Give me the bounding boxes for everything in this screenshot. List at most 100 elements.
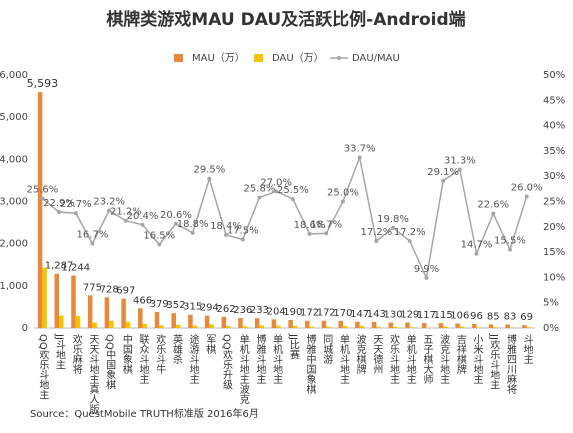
bar (405, 322, 410, 328)
bar-label: 147 (350, 309, 369, 320)
ratio-point (491, 211, 496, 216)
bar-label: 1,287 (45, 261, 74, 272)
x-tick-label: QQ欢乐斗地主 (37, 334, 49, 400)
y2-tick-label: 30% (543, 171, 565, 182)
bar (175, 324, 181, 328)
ratio-point (90, 241, 95, 246)
x-tick-label: 中国象棋 (120, 333, 132, 375)
bar-label: 129 (400, 310, 419, 321)
bar (209, 324, 214, 328)
bar (75, 316, 81, 328)
x-tick-label: 途游斗地主 (187, 333, 199, 384)
ratio-label: 18.4% (210, 221, 242, 232)
bar-label: 466 (133, 295, 152, 306)
bar (371, 321, 377, 328)
bar (421, 323, 427, 328)
ratio-label: 17.2% (394, 227, 426, 238)
bar (309, 326, 315, 328)
x-tick-label: 博雅四川麻将 (504, 333, 516, 394)
x-tick-label: 博雅斗地主 (254, 333, 266, 384)
ratio-label: 25.5% (277, 185, 309, 196)
bar (159, 325, 164, 328)
ratio-point (507, 247, 512, 252)
ratio-point (441, 178, 446, 183)
bar (443, 326, 448, 328)
ratio-label: 18.7% (310, 219, 342, 230)
ratio-label: 14.7% (461, 240, 493, 251)
bar (121, 298, 126, 328)
bar (488, 324, 494, 328)
ratio-label: 22.6% (477, 200, 509, 211)
x-tick-label: 吉祥棋牌 (454, 334, 466, 375)
y2-tick-label: 35% (543, 146, 565, 157)
bar (522, 325, 527, 328)
legend-label: DAU（万） (272, 52, 324, 64)
ratio-point (524, 194, 529, 199)
bar-label: 262 (217, 304, 236, 315)
y-tick-label: 1,000 (0, 281, 28, 292)
x-tick-label: 军棋 (204, 334, 216, 355)
y2-tick-label: 25% (543, 197, 565, 208)
ratio-point (107, 208, 112, 213)
bar (271, 319, 277, 328)
bar (171, 313, 176, 328)
bar (109, 320, 114, 328)
bar-label: 775 (83, 282, 102, 293)
bar (342, 326, 348, 328)
y-tick-label: 3,000 (0, 197, 28, 208)
x-tick-label: JJ欢乐斗地主 (488, 333, 500, 390)
source: Source：QuestMobile TRUTH标准版 2016年6月 (30, 407, 259, 420)
x-tick-label: 联众斗地主 (137, 334, 149, 384)
x-tick-label: 天天斗地主真人版 (87, 334, 99, 415)
ratio-point (224, 232, 229, 237)
legend-label: MAU（万） (192, 52, 245, 64)
legend-swatch (254, 54, 263, 62)
bar-label: 5,593 (27, 77, 59, 90)
x-tick-label: 五子棋大师 (421, 334, 433, 385)
bar (493, 327, 498, 328)
x-tick-label: JJ斗地主 (54, 333, 66, 370)
bar (455, 323, 460, 328)
y2-tick-label: 45% (543, 95, 565, 106)
bar (242, 326, 248, 328)
bar-label: 96 (470, 311, 483, 322)
bar-label: 143 (367, 309, 386, 320)
ratio-label: 31.3% (444, 156, 476, 167)
y-tick-label: 4,000 (0, 154, 28, 165)
legend-swatch (337, 56, 341, 60)
legend-label: DAU/MAU (352, 53, 400, 64)
x-tick-label: 小米斗地主 (471, 334, 483, 384)
bar (276, 325, 281, 328)
ratio-label: 27.0% (260, 177, 292, 188)
ratio-label: 15.5% (494, 236, 526, 247)
bar (505, 324, 510, 328)
ratio-label: 33.7% (344, 143, 376, 154)
ratio-point (457, 167, 462, 172)
bar-label: 83 (504, 312, 517, 323)
bar (125, 321, 131, 328)
ratio-label: 18.8% (177, 219, 209, 230)
x-tick-label: 波克斗地主 (438, 333, 450, 384)
ratio-label: 25.0% (327, 188, 359, 199)
bar (92, 322, 97, 328)
x-tick-label: 同城游 (321, 334, 333, 365)
ratio-label: 29.5% (193, 165, 225, 176)
bar-label: 106 (450, 311, 469, 322)
y2-tick-label: 0% (543, 323, 559, 334)
bar-label: 379 (150, 299, 169, 310)
ratio-label: 21.2% (110, 207, 142, 218)
bar-label: 172 (300, 308, 319, 319)
legend-swatch (174, 54, 183, 62)
bar (321, 320, 327, 328)
ratio-point (340, 199, 345, 204)
bar (305, 320, 310, 328)
y2-tick-label: 5% (543, 298, 559, 309)
ratio-point (40, 196, 45, 201)
bar (472, 323, 477, 328)
ratio-label: 20.6% (160, 210, 192, 221)
bar (326, 326, 331, 328)
ratio-label: 25.8% (244, 183, 276, 194)
x-tick-label: 欢乐斗牛 (154, 333, 166, 375)
ratio-point (207, 176, 212, 181)
ratio-label: 22.9% (43, 198, 75, 209)
